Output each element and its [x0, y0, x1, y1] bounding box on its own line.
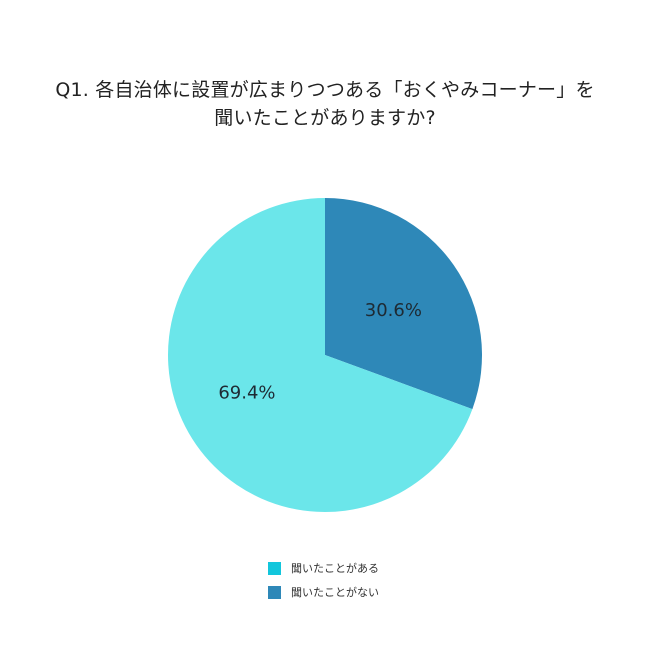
legend-label-not-heard: 聞いたことがない	[291, 586, 379, 599]
chart-title: Q1. 各自治体に設置が広まりつつある「おくやみコーナー」を 聞いたことがありま…	[20, 76, 630, 132]
pie-slice-heard	[168, 198, 473, 512]
legend-item-heard: 聞いたことがある	[268, 556, 379, 580]
legend-swatch-not-heard	[268, 585, 281, 599]
chart-title-line-1: Q1. 各自治体に設置が広まりつつある「おくやみコーナー」を	[55, 79, 595, 101]
legend-item-not-heard: 聞いたことがない	[268, 580, 379, 604]
pie-slice-not-heard	[325, 198, 483, 410]
chart-legend: 聞いたことがある 聞いたことがない	[268, 556, 379, 604]
legend-label-heard: 聞いたことがある	[291, 562, 379, 575]
chart-title-line-2: 聞いたことがありますか?	[214, 107, 436, 129]
data-label-not-heard: 30.6%	[365, 300, 422, 321]
legend-swatch-heard	[268, 561, 281, 575]
data-label-heard: 69.4%	[218, 383, 275, 404]
